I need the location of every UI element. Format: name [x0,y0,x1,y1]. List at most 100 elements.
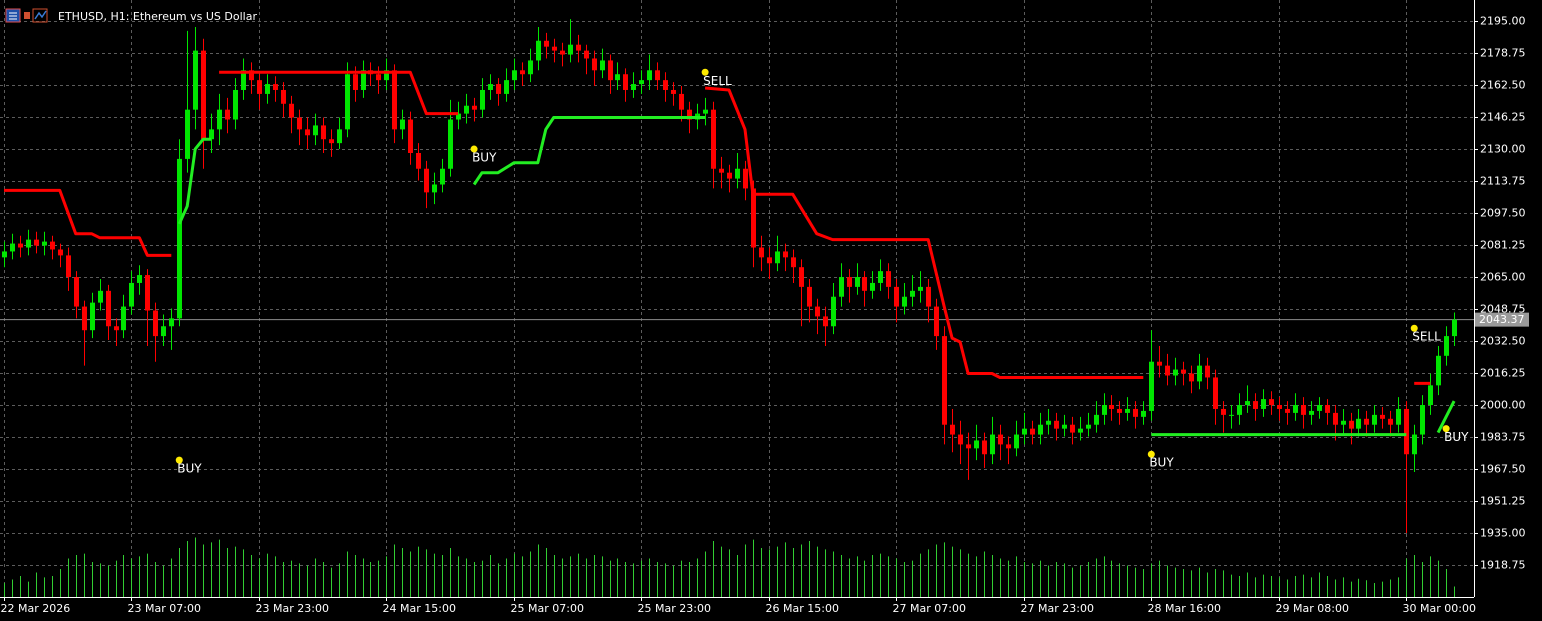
y-tick-label: 1935.00 [1480,527,1526,540]
candle-body [408,119,413,153]
title-icon [5,8,48,23]
price-label: 2043.37 [1479,313,1525,326]
axes: 2195.00 2178.75 2162.50 2146.25 2130.00 2113.… [1,15,1529,615]
candle-body [480,89,485,110]
candle-body [18,243,23,248]
y-tick-label: 2065.00 [1480,271,1526,284]
candle-body [1149,361,1154,411]
candle-body [687,109,692,120]
y-tick-label: 2178.75 [1480,47,1526,60]
candle-body [1436,355,1441,386]
chart-title: ETHUSD, H1: Ethereum vs US Dollar [58,10,257,23]
candle-body [464,105,469,114]
x-tick-label: 28 Mar 16:00 [1148,602,1221,615]
candle-body [1301,405,1306,415]
candle-body [1245,401,1250,406]
candle-body [966,444,971,449]
candle-body [66,255,71,278]
candle-body [544,40,549,47]
candle-body [1070,424,1075,433]
candle-body [456,113,461,120]
supertrend-line [704,86,1144,379]
signal-dot [1147,450,1155,458]
signal-label: SELL [1412,330,1441,344]
candle-body [1014,434,1019,449]
candle-body [1173,369,1178,376]
signal-label: BUY [472,151,497,165]
candle-body [1420,405,1425,435]
candle-body [1293,405,1298,413]
candle-body [1133,408,1138,417]
candle-body [631,84,636,90]
candle-body [1221,408,1226,415]
candle-body [177,158,182,319]
candle-body [615,74,620,81]
candle-body [1341,420,1346,425]
candle-body [950,424,955,435]
candle-body [791,257,796,268]
candle-body [1205,365,1210,378]
candle-body [639,80,644,85]
candle-body [1038,424,1043,435]
candle-body [735,168,740,179]
candle-body [273,84,278,90]
x-tick-label: 27 Mar 23:00 [1021,602,1094,615]
candle-body [1046,420,1051,425]
candle-body [50,241,55,250]
candle-body [337,129,342,144]
candle-body [225,109,230,120]
y-tick-label: 1983.75 [1480,431,1526,444]
candle-body [536,40,541,61]
candle-body [137,275,142,283]
candle-body [26,239,31,248]
candle-body [1372,414,1377,425]
candle-body [1412,434,1417,455]
y-tick-label: 2000.00 [1480,399,1526,412]
candle-body [520,70,525,75]
candle-body [1022,428,1027,435]
candle-body [114,326,119,331]
candle-body [1317,405,1322,411]
candle-body [1349,420,1354,429]
candle-body [329,139,334,144]
candle-body [910,290,915,297]
candle-body [241,70,246,90]
candle-body [416,152,421,169]
candle-body [775,251,780,264]
candle-body [1054,420,1059,429]
candle-body [663,80,668,90]
candle-body [783,251,788,258]
signal-dot [1442,425,1450,433]
candle-body [305,129,310,136]
candle-body [600,60,605,71]
candle-body [34,239,39,246]
candle-body [998,434,1003,445]
candle-body [58,249,63,256]
candle-body [1285,408,1290,413]
candle-body [847,277,852,287]
plot-layer: BUY BUY SELL BUY SELL BUY [0,19,1474,534]
candle-body [504,80,509,94]
candle-body [1165,365,1170,376]
price-label-box [1475,312,1529,327]
volume-layer [4,537,1455,597]
candle-body [623,74,628,90]
candle-body [894,286,899,307]
signal-label: BUY [1444,430,1469,444]
candle-body [400,119,405,130]
candle-body [42,241,47,246]
candle-body [990,434,995,455]
candle-body [1102,405,1107,415]
y-tick-label: 1967.50 [1480,463,1526,476]
candle-body [1229,414,1234,416]
candle-body [440,168,445,185]
x-tick-label: 24 Mar 15:00 [383,602,456,615]
candle-body [1078,428,1083,433]
candle-body [1428,385,1433,406]
candle-body [918,286,923,291]
candle-body [767,257,772,264]
y-tick-label: 2113.75 [1480,175,1526,188]
candle-body [1189,373,1194,382]
candle-body [129,282,134,307]
candle-body [584,50,589,59]
